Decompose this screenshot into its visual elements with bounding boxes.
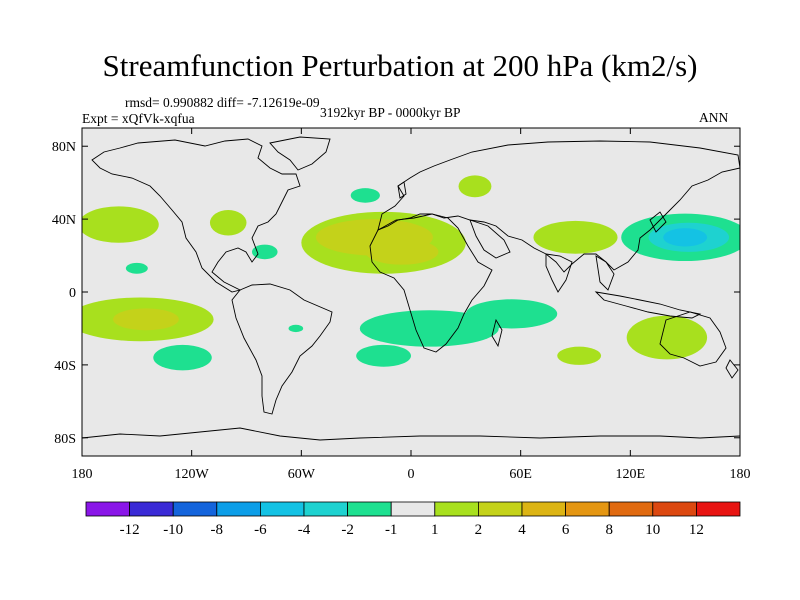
colorbar-label: 4 (518, 522, 526, 538)
contour-australia-high (626, 315, 708, 360)
plot-area (81, 127, 741, 457)
contour-s-atlantic-tail (356, 344, 412, 367)
lat-label: 0 (69, 286, 76, 301)
colorbar-label: -1 (385, 522, 398, 538)
colorbar-swatch (652, 501, 697, 517)
lon-label: 60W (288, 467, 316, 482)
contour-e-pacific-low (125, 262, 148, 274)
lon-label: 180 (72, 467, 93, 482)
contour-atlantic-high-core2 (365, 239, 439, 265)
colorbar-swatch (129, 501, 174, 517)
lon-label: 60E (509, 467, 532, 482)
colorbar-label: -6 (254, 522, 267, 538)
contour-caribbean-low (251, 244, 278, 260)
coastlines (82, 136, 740, 441)
colorbar-swatch (565, 501, 610, 517)
lat-label: 80S (54, 432, 76, 447)
colorbar-swatch (434, 501, 479, 517)
contour-n-atlantic-low (350, 188, 380, 203)
contour-n-pacific-low-inner (663, 228, 708, 247)
colorbar-swatch (216, 501, 261, 517)
contour-field (82, 175, 740, 371)
season-label: ANN (699, 110, 729, 125)
experiment-label: Expt = xQfVk-xqfua (82, 111, 195, 126)
colorbar-label: 10 (645, 522, 660, 538)
colorbar-label: -10 (163, 522, 183, 538)
contour-india-high (533, 220, 618, 254)
colorbar-swatch (477, 501, 523, 517)
colorbar-label: 6 (562, 522, 570, 538)
colorbar-label: -12 (120, 522, 140, 538)
colorbar-label: 12 (689, 522, 704, 538)
contour-s-pacific-low (153, 344, 212, 371)
colorbar-label: 2 (475, 522, 483, 538)
plot-title: Streamfunction Perturbation at 200 hPa (… (102, 48, 698, 83)
contour-e-pacific-high (82, 206, 159, 243)
colorbar-swatch (85, 501, 130, 517)
colorbar-label: -8 (211, 522, 224, 538)
map-axes: 80N 40N 0 40S 80S 180 120W 60W 0 60E 120E 180 (52, 128, 751, 482)
colorbar-swatch (172, 501, 218, 517)
colorbar-swatch (347, 501, 392, 517)
contour-scandinavia-high (458, 175, 492, 198)
contour-s-atlantic-low (359, 310, 499, 347)
colorbar-swatch (521, 501, 566, 517)
colorbar-swatch (608, 501, 654, 517)
colorbar: -12 -10 -8 -6 -4 -2 -1 1 2 4 6 8 10 12 (85, 501, 741, 538)
contour-s-indian-low (465, 299, 558, 329)
lon-label: 0 (408, 467, 415, 482)
lon-label: 120W (175, 467, 210, 482)
colorbar-label: 1 (431, 522, 439, 538)
colorbar-label: -4 (298, 522, 311, 538)
contour-n-america-high (209, 210, 247, 236)
lat-label: 40S (54, 359, 76, 374)
colorbar-swatch (303, 501, 348, 517)
colorbar-label: -2 (341, 522, 354, 538)
period-label: 3192kyr BP - 0000kyr BP (320, 105, 461, 120)
colorbar-label: 8 (605, 522, 613, 538)
stats-label: rmsd= 0.990882 diff= -7.12619e-09 (125, 95, 320, 110)
colorbar-swatch (390, 501, 436, 517)
map-background (82, 128, 740, 456)
contour-s-america-low (288, 324, 304, 333)
lat-label: 40N (52, 213, 76, 228)
contour-s-pacific-high-core (113, 308, 179, 331)
contour-s-indian-high (557, 346, 602, 365)
colorbar-swatch (696, 501, 741, 517)
lat-label: 80N (52, 140, 76, 155)
lon-label: 120E (616, 467, 646, 482)
lon-label: 180 (730, 467, 751, 482)
colorbar-swatch (259, 501, 305, 517)
